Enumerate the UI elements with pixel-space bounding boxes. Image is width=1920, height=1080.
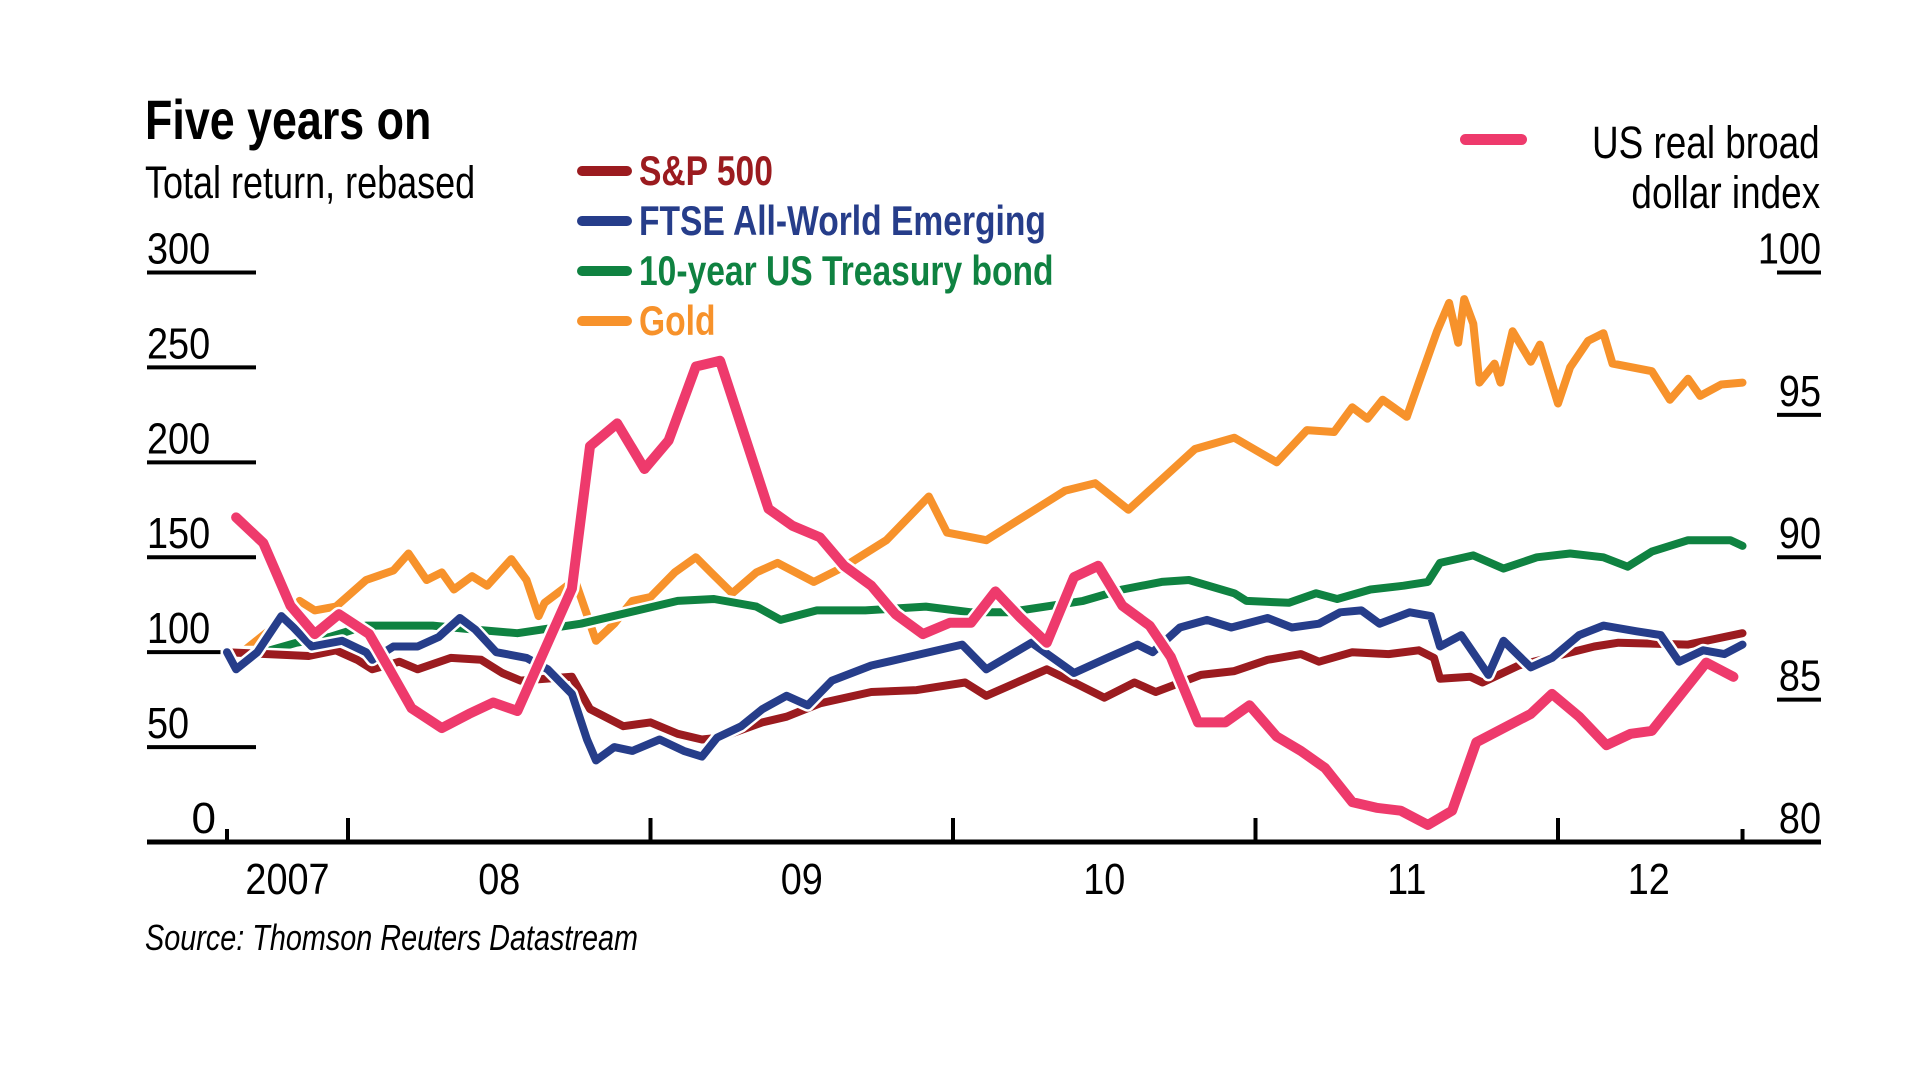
chart-subtitle-text: Total return, rebased <box>145 157 476 208</box>
right-axis: 80 85 90 95 100 <box>1758 224 1821 843</box>
chart-title-text: Five years on <box>145 88 432 151</box>
chart-title: Five years on <box>145 92 503 148</box>
legend-swatch-treasury <box>577 266 632 276</box>
right-tick-label: 95 <box>1779 366 1821 415</box>
right-tick-label: 90 <box>1779 509 1821 558</box>
legend-swatch-dollar-index <box>1460 134 1527 145</box>
x-tick-label: 2007 <box>245 854 329 903</box>
legend-label-sp500: S&P 500 <box>639 147 773 194</box>
series-line-s-p-500 <box>223 629 1747 744</box>
right-tick-label: 85 <box>1779 651 1821 700</box>
x-tick-label: 08 <box>478 854 520 903</box>
x-tick-label: 12 <box>1628 854 1670 903</box>
legend-item-dollar-index: US real broad dollar index <box>1460 118 1820 218</box>
source-text: Source: Thomson Reuters Datastream <box>145 917 639 958</box>
series-line-ftse-all-world-emerging <box>223 606 1747 765</box>
left-tick-label: 100 <box>147 603 210 652</box>
legend-label-gold: Gold <box>639 297 716 344</box>
x-tick-label: 09 <box>781 854 823 903</box>
left-tick-label: 50 <box>147 698 189 747</box>
legend-swatch-gold <box>577 316 632 326</box>
series-layer <box>220 292 1749 833</box>
left-tick-label: 200 <box>147 414 210 463</box>
legend-label-dollar-index: US real broad dollar index <box>1542 118 1820 218</box>
legend-swatch-sp500 <box>577 166 632 176</box>
right-tick-label: 100 <box>1758 224 1821 273</box>
x-tick-label: 10 <box>1083 854 1125 903</box>
legend-label-ftse: FTSE All-World Emerging <box>639 197 1046 244</box>
left-tick-label: 250 <box>147 319 210 368</box>
series-line-10-year-us-treasury-bond <box>223 536 1747 657</box>
dollar-label-line1: US real broad <box>1592 117 1820 168</box>
series-line-gold <box>223 295 1747 657</box>
x-tick-label: 11 <box>1387 854 1426 903</box>
left-tick-label: 0 <box>192 794 216 843</box>
legend-label-treasury: 10-year US Treasury bond <box>639 247 1054 294</box>
chart-subtitle: Total return, rebased <box>145 160 558 205</box>
left-tick-label: 150 <box>147 509 210 558</box>
right-tick-label: 80 <box>1779 793 1821 842</box>
series-line-us-real-broad-dollar-index <box>231 355 1739 830</box>
legend-swatch-ftse <box>577 216 632 226</box>
series-halo-us-real-broad-dollar-index <box>228 353 1741 833</box>
source-note: Source: Thomson Reuters Datastream <box>145 920 761 956</box>
x-axis: 2007 08 09 10 11 12 <box>147 818 1821 904</box>
dollar-label-line2: dollar index <box>1631 167 1820 218</box>
left-axis: 050 100 150 200 250 300 <box>147 224 256 843</box>
left-tick-label: 300 <box>147 224 210 273</box>
